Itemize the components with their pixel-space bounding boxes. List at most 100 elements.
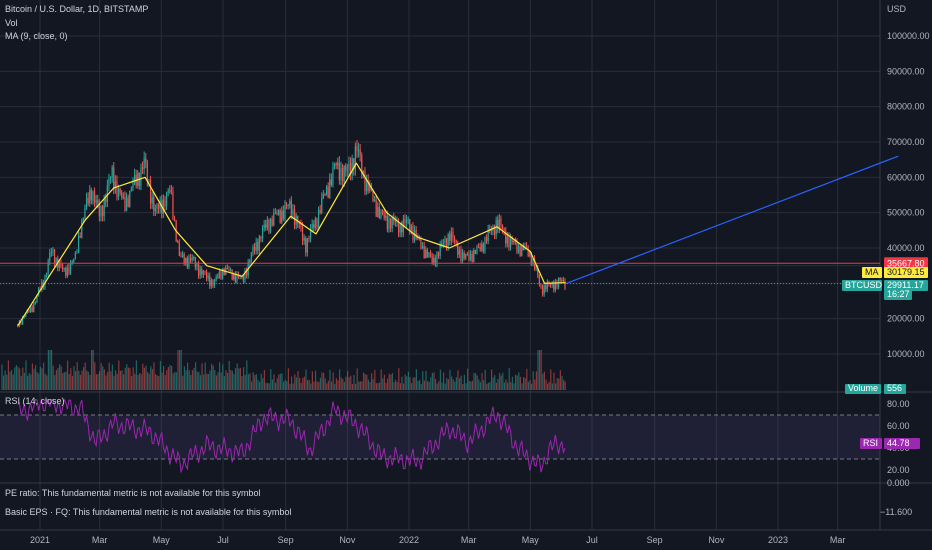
- candle-body: [28, 309, 30, 313]
- volume-bar: [79, 374, 81, 390]
- candle-body: [425, 249, 427, 259]
- volume-bar: [283, 381, 285, 390]
- axes: 2021 Mar May Jul Sep Nov 2022 Mar May Jul Sep Nov 20…: [30, 4, 930, 545]
- candle-body: [450, 231, 452, 241]
- volume-bar: [196, 371, 198, 390]
- ma-value-tag: 30179.15: [884, 267, 928, 278]
- rsi-legend[interactable]: RSI (14, close): [5, 396, 65, 406]
- rsi-line[interactable]: [17, 397, 566, 474]
- volume-bar: [183, 366, 185, 390]
- volume-bar: [227, 373, 229, 390]
- volume-bar: [334, 383, 336, 390]
- volume-bar: [361, 381, 363, 390]
- volume-bar: [201, 363, 203, 390]
- volume-bar: [465, 383, 467, 390]
- price-tick-label: 10000.00: [887, 349, 925, 359]
- volume-bar: [132, 367, 134, 390]
- volume-bar: [263, 370, 265, 390]
- volume-bar: [110, 371, 112, 390]
- vol-legend[interactable]: Vol: [5, 18, 18, 28]
- volume-bar: [252, 372, 254, 390]
- candle-body: [153, 197, 155, 211]
- candle-body: [493, 225, 496, 235]
- candle-body: [183, 254, 185, 264]
- candle-body: [249, 260, 251, 263]
- ma-legend[interactable]: MA (9, close, 0): [5, 31, 68, 41]
- volume-bar: [33, 368, 35, 390]
- volume-bar: [14, 367, 16, 390]
- volume-bar: [516, 375, 518, 390]
- ma-label-tag: MA: [862, 267, 882, 278]
- volume-bar: [215, 375, 217, 390]
- trend-line[interactable]: [565, 155, 899, 285]
- volume-bar: [188, 370, 190, 390]
- volume-bar: [510, 382, 512, 390]
- candle-body: [469, 253, 472, 261]
- candle-body: [458, 249, 460, 255]
- volume-bar: [343, 381, 345, 390]
- volume-bar: [313, 381, 315, 390]
- candle-body: [562, 280, 564, 282]
- rsi-label-tag-bg: [860, 438, 882, 449]
- volume-bar: [268, 383, 270, 390]
- candle-body: [388, 218, 390, 230]
- candle-body: [193, 257, 195, 258]
- candle-body: [365, 180, 368, 192]
- volume-bar: [225, 370, 227, 390]
- rsi-tick-label: 80.00: [887, 399, 910, 409]
- volume-bar: [239, 367, 241, 390]
- btcusd-value-tag-text: 29911.17: [887, 280, 924, 290]
- candle-body: [503, 228, 505, 231]
- volume-bar: [358, 381, 360, 390]
- rsi-panel-plot[interactable]: [0, 397, 880, 474]
- volume-bar: [182, 375, 184, 390]
- candle-body: [505, 230, 507, 244]
- price-tick-label: 60000.00: [887, 172, 925, 182]
- candle-body: [349, 163, 352, 174]
- volume-bar: [391, 373, 393, 390]
- candle-body: [407, 219, 409, 221]
- volume-bar: [11, 370, 13, 390]
- volume-bar: [156, 375, 158, 390]
- volume-bar: [171, 365, 173, 390]
- candle-body: [421, 246, 424, 249]
- candle-body: [473, 249, 475, 263]
- volume-bar: [195, 362, 197, 390]
- candle-body: [535, 267, 537, 269]
- candle-body: [466, 253, 468, 255]
- candle-body: [23, 316, 25, 318]
- candle-body: [453, 238, 456, 241]
- time-tick-label: Mar: [92, 535, 108, 545]
- candle-body: [549, 283, 552, 285]
- volume-bar: [65, 371, 67, 390]
- candle-body: [145, 158, 147, 163]
- candle-body: [396, 221, 398, 223]
- volume-bar: [468, 380, 470, 390]
- volume-bar: [51, 350, 53, 390]
- ma-line[interactable]: [17, 162, 566, 327]
- candle-body: [482, 243, 484, 252]
- candle-body: [141, 167, 144, 169]
- volume-bar: [172, 373, 174, 390]
- symbol-title[interactable]: Bitcoin / U.S. Dollar, 1D, BITSTAMP: [5, 4, 149, 14]
- volume-bar: [481, 372, 483, 390]
- volume-bar: [335, 378, 337, 390]
- candle-body: [348, 163, 350, 170]
- volume-bar: [67, 360, 69, 390]
- volume-bar: [166, 370, 168, 390]
- volume-bar: [300, 383, 302, 390]
- volume-bar: [415, 369, 417, 390]
- volume-bar: [535, 371, 537, 390]
- price-tick-label: 70000.00: [887, 137, 925, 147]
- price-plot[interactable]: [0, 139, 899, 328]
- volume-bar: [262, 378, 264, 390]
- volume-bar: [15, 364, 17, 390]
- candle-body: [95, 200, 97, 203]
- volume-bar: [211, 363, 213, 390]
- candle-body: [293, 209, 296, 225]
- volume-bar: [75, 371, 77, 390]
- candle-body: [316, 218, 318, 228]
- volume-bar: [311, 371, 313, 390]
